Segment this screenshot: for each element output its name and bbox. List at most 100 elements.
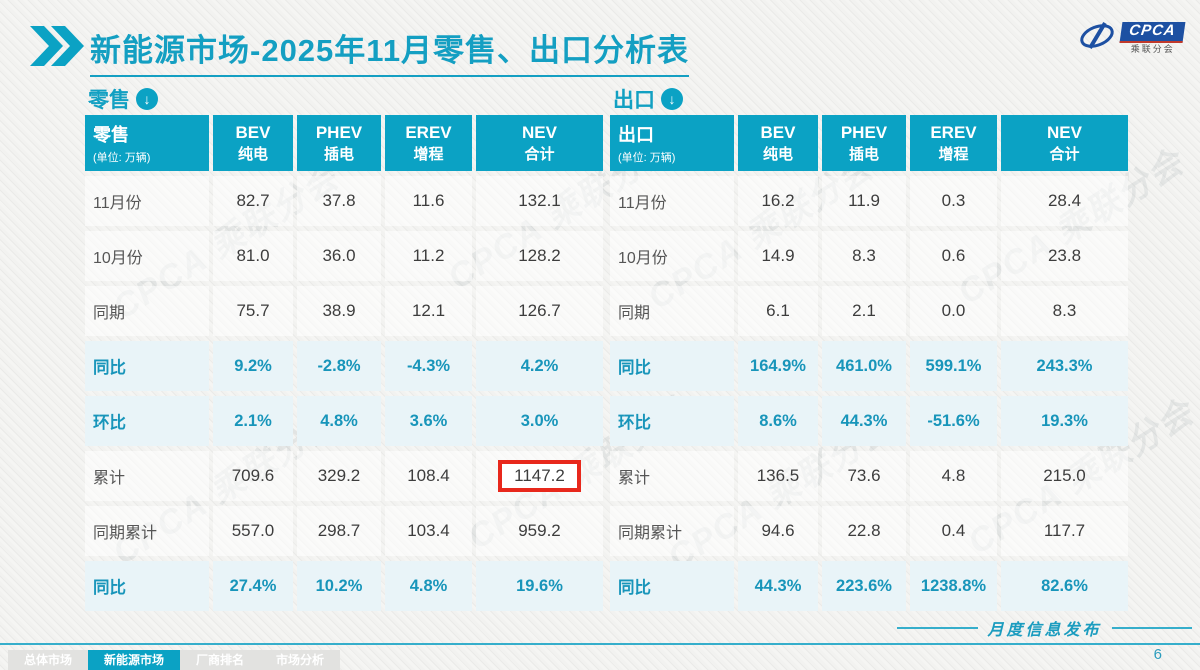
table-row: 11月份 16.2 11.9 0.3 28.4 [610,176,1128,226]
table-cell: 9.2% [213,341,293,391]
down-arrow-icon: ↓ [136,88,158,110]
table-cell: 117.7 [1001,506,1128,556]
column-header: EREV 增程 [385,115,472,171]
cpca-logo: CPCA 乘联分会 [1078,20,1186,57]
table-cell: 8.3 [822,231,906,281]
decorative-line [897,627,978,629]
table-cell: 3.6% [385,396,472,446]
table-cell: 4.2% [476,341,603,391]
row-label: 同期 [610,286,734,336]
double-chevron-icon [30,26,84,71]
column-header: NEV 合计 [1001,115,1128,171]
table-cell: 12.1 [385,286,472,336]
table-cell: 298.7 [297,506,381,556]
table-row: 同期 6.1 2.1 0.0 8.3 [610,286,1128,336]
table-cell: 11.6 [385,176,472,226]
table-cell: 128.2 [476,231,603,281]
table-cell: 75.7 [213,286,293,336]
bottom-nav-tabs: 总体市场 新能源市场 厂商排名 市场分析 [8,650,341,670]
table-cell: 329.2 [297,451,381,501]
retail-section-head: 零售 ↓ [88,84,158,114]
table-cell: 1147.2 [476,451,603,501]
table-cell: 215.0 [1001,451,1128,501]
publish-label-group: 月度信息发布 [897,616,1193,640]
column-header: PHEV 插电 [297,115,381,171]
export-section-label: 出口 [613,89,655,112]
table-cell: 103.4 [385,506,472,556]
table-row: 10月份 14.9 8.3 0.6 23.8 [610,231,1128,281]
decorative-line [1111,627,1193,629]
table-cell: 11.2 [385,231,472,281]
table-corner-header: 零售 (单位: 万辆) [85,115,209,171]
table-cell: 81.0 [213,231,293,281]
row-label: 11月份 [610,176,734,226]
table-row: 环比 2.1% 4.8% 3.6% 3.0% [85,396,603,446]
table-row: 累计 709.6 329.2 108.4 1147.2 [85,451,603,501]
table-corner-header: 出口 (单位: 万辆) [610,115,734,171]
row-label: 同期累计 [85,506,209,556]
highlight-box: 1147.2 [498,460,581,492]
logo-text-cn: 乘联分会 [1130,43,1175,54]
logo-swoosh-icon [1078,20,1116,57]
table-cell: 22.8 [822,506,906,556]
tab-market-analysis[interactable]: 市场分析 [276,653,325,667]
table-row: 10月份 81.0 36.0 11.2 128.2 [85,231,603,281]
export-table: 出口 (单位: 万辆) BEV 纯电 PHEV 插电 EREV 增程 NEV 合计 11月份 16.2… [606,110,1132,616]
table-cell: 19.3% [1001,396,1128,446]
table-row: 同比 9.2% -2.8% -4.3% 4.2% [85,341,603,391]
table-cell: 38.9 [297,286,381,336]
table-cell: 82.7 [213,176,293,226]
retail-section-label: 零售 [88,89,130,112]
row-label: 累计 [610,451,734,501]
table-cell: -51.6% [910,396,997,446]
table-cell: 28.4 [1001,176,1128,226]
table-cell: 126.7 [476,286,603,336]
publish-label: 月度信息发布 [987,622,1102,639]
table-row: 同期累计 94.6 22.8 0.4 117.7 [610,506,1128,556]
column-header: NEV 合计 [476,115,603,171]
table-cell: 243.3% [1001,341,1128,391]
table-row: 11月份 82.7 37.8 11.6 132.1 [85,176,603,226]
row-label: 同期 [85,286,209,336]
table-cell: 0.4 [910,506,997,556]
column-header: EREV 增程 [910,115,997,171]
table-cell: -2.8% [297,341,381,391]
table-cell: 23.8 [1001,231,1128,281]
table-cell: 19.6% [476,561,603,611]
row-label: 同期累计 [610,506,734,556]
table-cell: 37.8 [297,176,381,226]
table-cell: 1238.8% [910,561,997,611]
table-cell: 8.3 [1001,286,1128,336]
row-label: 11月份 [85,176,209,226]
tab-manufacturer-ranking[interactable]: 厂商排名 [196,653,245,667]
row-label: 同比 [85,341,209,391]
row-label: 累计 [85,451,209,501]
table-cell: 959.2 [476,506,603,556]
table-cell: 82.6% [1001,561,1128,611]
table-cell: 0.3 [910,176,997,226]
table-cell: 3.0% [476,396,603,446]
table-cell: -4.3% [385,341,472,391]
row-label: 同比 [85,561,209,611]
table-cell: 73.6 [822,451,906,501]
table-row: 同比 27.4% 10.2% 4.8% 19.6% [85,561,603,611]
table-cell: 0.0 [910,286,997,336]
table-row: 同比 44.3% 223.6% 1238.8% 82.6% [610,561,1128,611]
table-cell: 2.1 [822,286,906,336]
tab-nev-market[interactable]: 新能源市场 [88,650,181,670]
table-cell: 132.1 [476,176,603,226]
table-row: 同期累计 557.0 298.7 103.4 959.2 [85,506,603,556]
tab-overall-market[interactable]: 总体市场 [24,653,73,667]
table-row: 同比 164.9% 461.0% 599.1% 243.3% [610,341,1128,391]
page-number: 6 [1153,646,1162,663]
table-cell: 4.8% [385,561,472,611]
row-label: 环比 [85,396,209,446]
table-cell: 10.2% [297,561,381,611]
table-cell: 2.1% [213,396,293,446]
down-arrow-icon: ↓ [661,88,683,110]
table-cell: 557.0 [213,506,293,556]
table-cell: 36.0 [297,231,381,281]
table-cell: 4.8 [910,451,997,501]
column-header: PHEV 插电 [822,115,906,171]
column-header: BEV 纯电 [738,115,818,171]
